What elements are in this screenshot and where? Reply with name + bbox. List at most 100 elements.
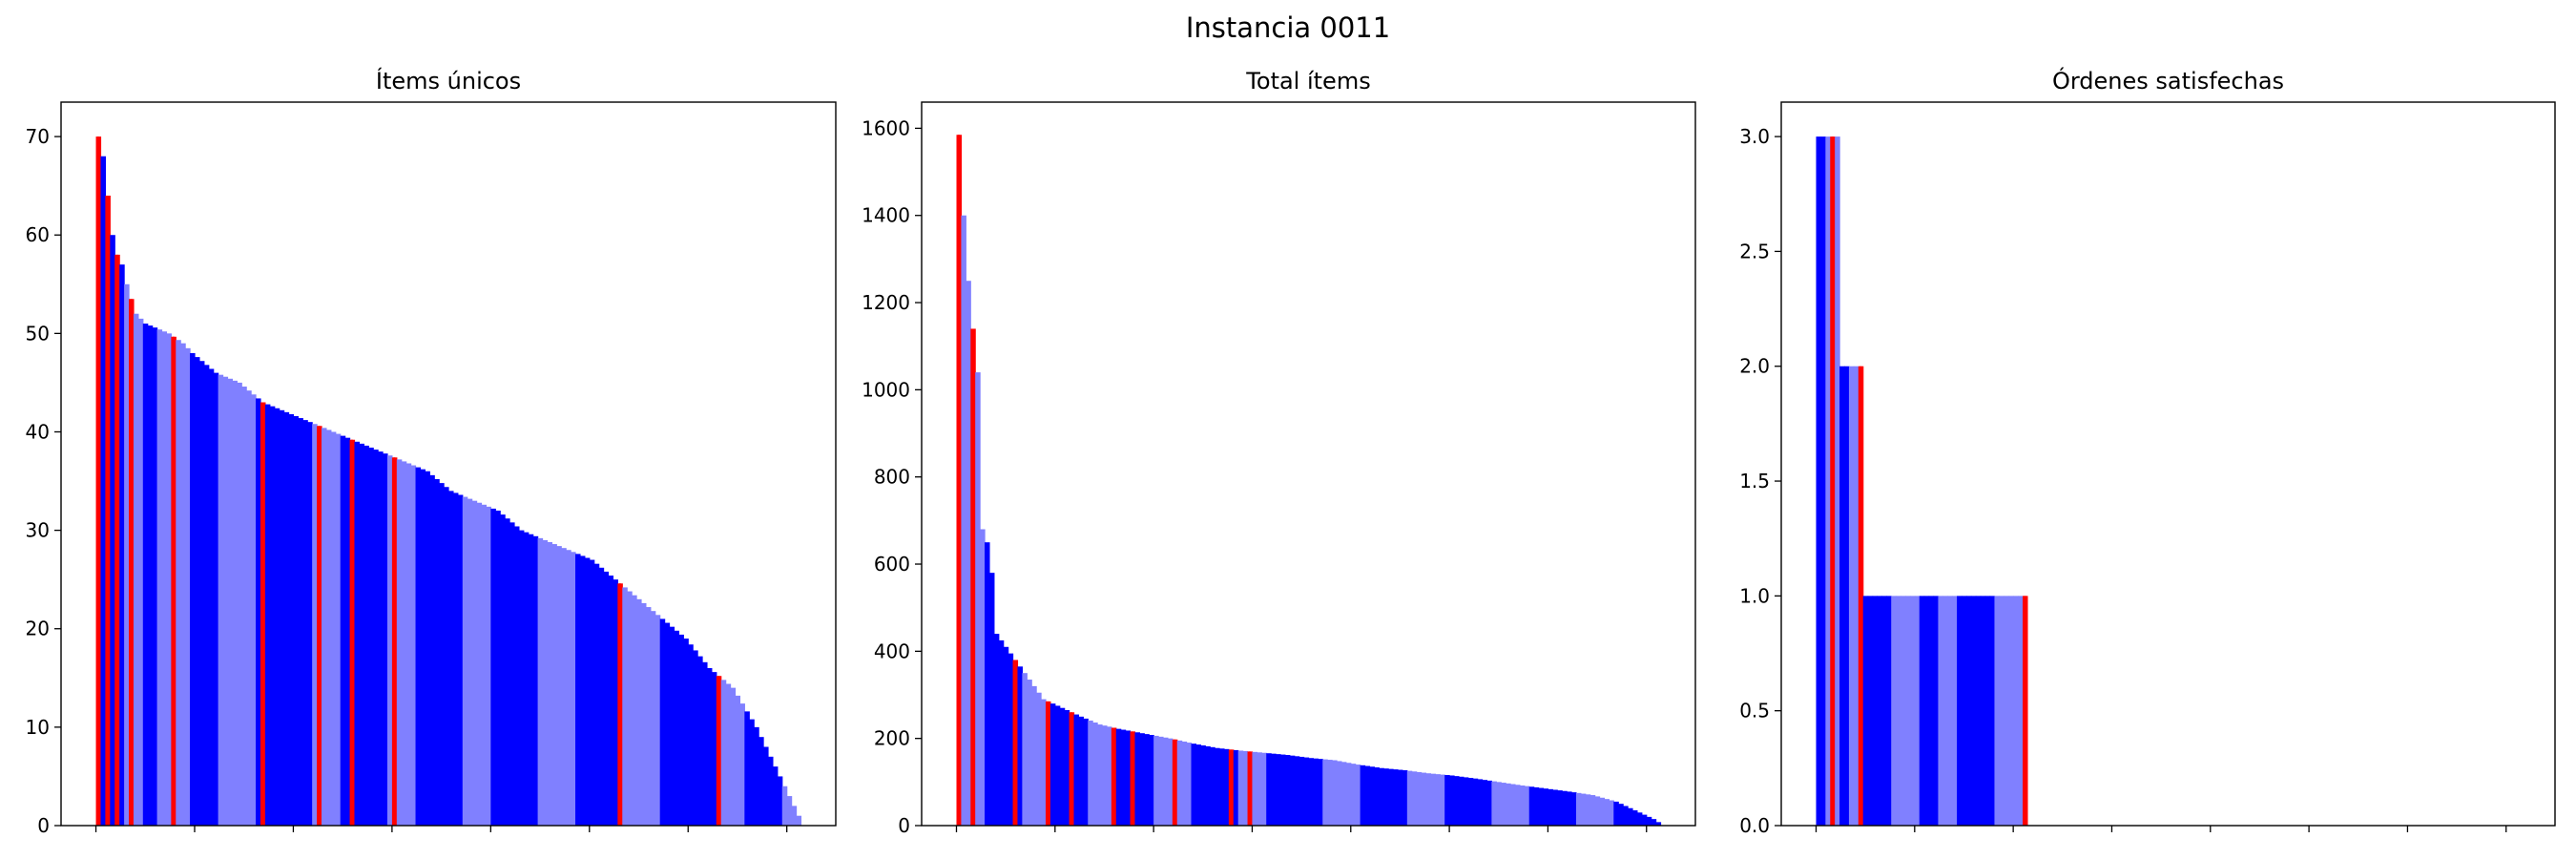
bar xyxy=(1970,596,1977,826)
bar xyxy=(980,529,986,826)
y-tick-label: 3.0 xyxy=(1739,125,1770,148)
y-tick-label: 400 xyxy=(874,639,910,662)
bar xyxy=(232,380,238,826)
bar xyxy=(1416,771,1423,826)
bar xyxy=(1200,744,1206,826)
bar xyxy=(571,552,576,826)
bar xyxy=(1261,752,1267,826)
bar xyxy=(405,463,412,826)
bar xyxy=(1298,756,1305,826)
y-tick-label: 30 xyxy=(26,519,50,542)
bar xyxy=(415,467,422,826)
bar xyxy=(213,372,219,826)
bar xyxy=(1158,736,1164,826)
bar xyxy=(1421,772,1427,826)
y-tick-label: 1200 xyxy=(862,291,910,314)
bar xyxy=(1083,718,1089,826)
bar xyxy=(659,618,666,826)
bar xyxy=(100,156,106,827)
bar xyxy=(1928,596,1935,826)
bar xyxy=(1881,596,1887,826)
subplot-title: Ítems únicos xyxy=(376,67,521,94)
bar xyxy=(1279,754,1286,826)
bar xyxy=(1092,723,1098,826)
bar xyxy=(622,587,628,826)
bar xyxy=(1942,596,1948,826)
bar xyxy=(1027,680,1032,826)
bar xyxy=(279,409,285,826)
bar xyxy=(566,550,571,826)
bar xyxy=(786,796,793,826)
bar xyxy=(603,571,610,826)
bar xyxy=(1425,773,1432,826)
bar xyxy=(1467,778,1474,826)
bar xyxy=(396,459,403,826)
bar xyxy=(735,695,741,826)
bar xyxy=(1064,709,1070,826)
y-axis: 0 200 400 600 800 1000 1200 1400 1600 xyxy=(862,116,922,837)
bar xyxy=(467,498,473,826)
bar xyxy=(1149,735,1154,826)
bar xyxy=(1872,596,1879,826)
bar xyxy=(636,598,642,826)
bar xyxy=(1651,819,1657,826)
bar xyxy=(1848,366,1855,826)
bar xyxy=(739,703,745,826)
bar xyxy=(1604,799,1610,826)
bar xyxy=(495,510,501,826)
bar xyxy=(1355,765,1361,826)
bar xyxy=(1524,786,1530,826)
bar xyxy=(364,445,369,826)
bar xyxy=(975,372,981,826)
bar xyxy=(251,394,257,826)
bar xyxy=(1557,790,1563,826)
bar xyxy=(1957,596,1963,826)
bar xyxy=(513,526,520,826)
bar xyxy=(1430,773,1436,826)
bar xyxy=(1036,692,1042,826)
bar xyxy=(613,579,618,826)
bar xyxy=(340,435,346,826)
bar xyxy=(1835,136,1840,827)
bar xyxy=(481,504,488,826)
bar xyxy=(1191,744,1197,826)
bar xyxy=(1923,596,1930,826)
bar xyxy=(1237,750,1244,826)
bar xyxy=(1388,768,1394,826)
bar xyxy=(598,567,605,826)
bar xyxy=(518,530,525,826)
bar xyxy=(1120,729,1127,826)
subplot-title: Órdenes satisfechas xyxy=(2052,66,2284,94)
bar xyxy=(161,331,168,826)
bar xyxy=(1022,673,1028,826)
bar xyxy=(1933,596,1940,826)
bar xyxy=(110,235,115,827)
y-tick-label: 600 xyxy=(874,553,910,576)
bar xyxy=(556,546,562,826)
y-tick-label: 800 xyxy=(874,466,910,489)
y-tick-label: 0 xyxy=(37,814,50,837)
bar xyxy=(1073,714,1080,826)
bar xyxy=(124,283,130,826)
figure-title: Instancia 0011 xyxy=(1186,11,1390,44)
bar xyxy=(1294,756,1300,826)
bar xyxy=(359,443,364,826)
bar xyxy=(1486,780,1492,826)
bar xyxy=(1308,758,1315,826)
bar xyxy=(1628,807,1633,826)
bar xyxy=(720,680,727,826)
bar xyxy=(256,398,261,826)
bar xyxy=(1276,754,1281,826)
bar xyxy=(1914,596,1921,826)
bar xyxy=(1369,766,1375,826)
bar xyxy=(1102,725,1108,826)
bar xyxy=(1383,768,1389,826)
bar xyxy=(1181,741,1188,826)
bar xyxy=(702,661,708,826)
axes-frame xyxy=(921,101,1696,827)
bar xyxy=(1397,769,1403,826)
bar xyxy=(650,611,656,826)
bar xyxy=(1088,720,1093,826)
bar xyxy=(744,711,750,826)
